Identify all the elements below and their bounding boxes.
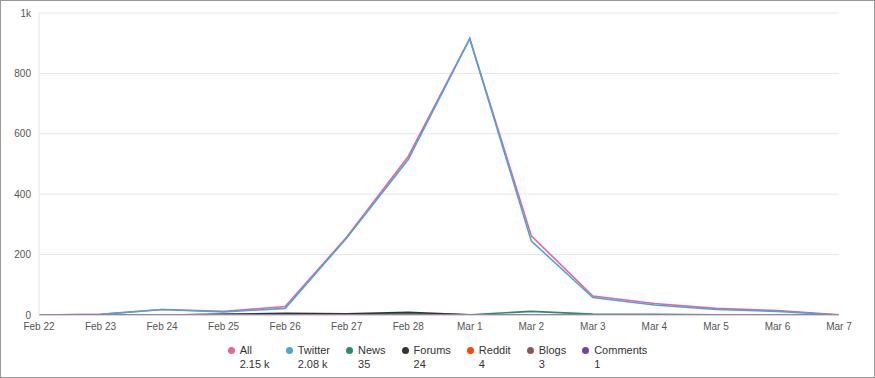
html-text:All: All — [239, 344, 252, 356]
svg-text:Mar 4: Mar 4 — [642, 321, 668, 332]
svg-text:Mar 6: Mar 6 — [765, 321, 791, 332]
html-text:4: 4 — [478, 358, 485, 370]
svg-text:Feb 25: Feb 25 — [208, 321, 240, 332]
svg-text:Mar 7: Mar 7 — [826, 321, 852, 332]
html-text:Blogs: Blogs — [538, 344, 567, 356]
svg-text:200: 200 — [14, 249, 31, 260]
html-text:24: 24 — [413, 358, 426, 370]
svg-text:Feb 24: Feb 24 — [147, 321, 179, 332]
svg-text:Feb 22: Feb 22 — [23, 321, 55, 332]
svg-text:Feb 26: Feb 26 — [270, 321, 302, 332]
svg-text:Mar 2: Mar 2 — [519, 321, 545, 332]
html-text:3: 3 — [538, 358, 545, 370]
svg-text:600: 600 — [14, 128, 31, 139]
svg-text:Mar 1: Mar 1 — [457, 321, 483, 332]
html-text:35: 35 — [358, 358, 371, 370]
html-text:1: 1 — [594, 358, 601, 370]
svg-text:Feb 28: Feb 28 — [393, 321, 425, 332]
html-text:2.15 k: 2.15 k — [239, 358, 270, 370]
svg-text:0: 0 — [25, 310, 31, 321]
html-text:Twitter: Twitter — [297, 344, 330, 356]
svg-text:Mar 3: Mar 3 — [580, 321, 606, 332]
html-text:Reddit: Reddit — [478, 344, 511, 356]
html-text:2.08 k: 2.08 k — [297, 358, 328, 370]
html-text:Comments: Comments — [594, 344, 648, 356]
svg-text:1k: 1k — [20, 8, 32, 19]
svg-text:Feb 27: Feb 27 — [331, 321, 363, 332]
svg-text:400: 400 — [14, 189, 31, 200]
svg-text:Mar 5: Mar 5 — [703, 321, 729, 332]
svg-text:Feb 23: Feb 23 — [85, 321, 117, 332]
html-text:Forums: Forums — [413, 344, 451, 356]
html-text:News: News — [358, 344, 386, 356]
svg-text:800: 800 — [14, 68, 31, 79]
